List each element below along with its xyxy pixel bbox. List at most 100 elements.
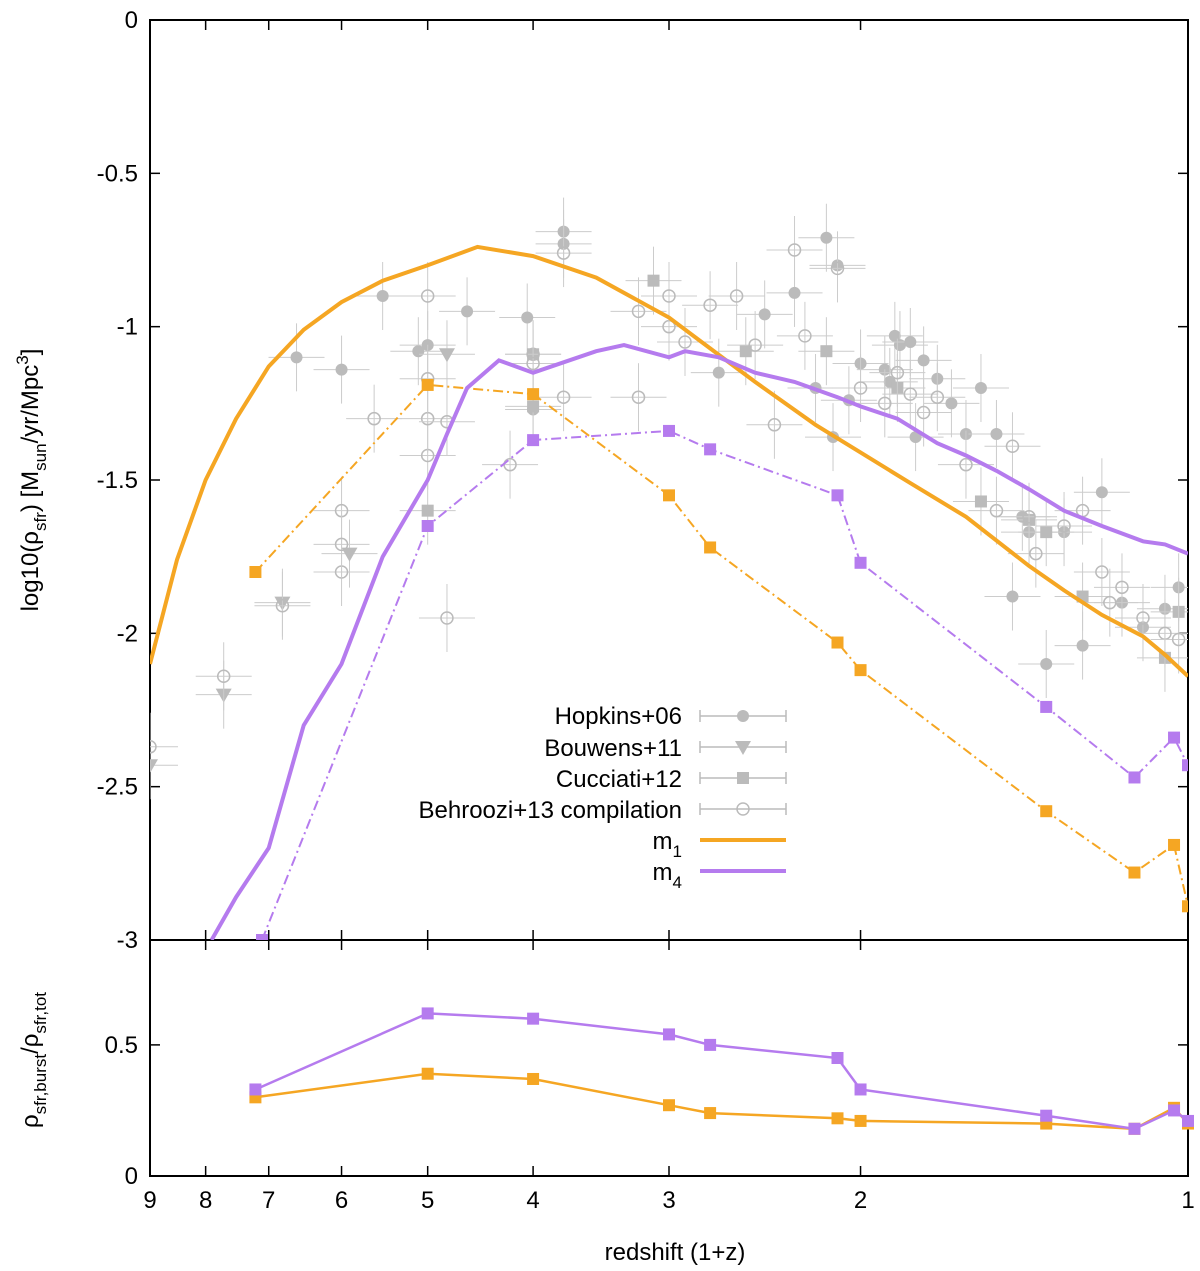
model-bursty-point xyxy=(421,378,434,391)
observation-point-3 xyxy=(1115,580,1129,595)
x-tick-label: 2 xyxy=(854,1187,867,1214)
observation-point-0 xyxy=(917,354,930,367)
bottom-y-tick-label: 0 xyxy=(125,1163,138,1190)
ratio-point xyxy=(704,1038,717,1051)
observation-point-3 xyxy=(556,246,571,260)
bottom-panel: 0 0.5 9 8 7 6 5 4 3 2 1 xyxy=(105,939,1195,1214)
observation-point-2 xyxy=(647,274,660,287)
x-tick-label: 8 xyxy=(199,1187,212,1214)
observation-point-0 xyxy=(1095,486,1108,499)
observation-point-0 xyxy=(974,382,987,394)
observation-point-3 xyxy=(367,411,381,426)
ratio-point xyxy=(854,1114,867,1127)
ratio-point xyxy=(527,1012,540,1025)
observation-point-0 xyxy=(909,431,922,444)
model-bursty-point xyxy=(704,541,717,554)
observation-point-3 xyxy=(798,329,812,343)
model-bursty-point xyxy=(663,489,675,502)
ratio-point xyxy=(831,1052,844,1064)
model-bursty-point xyxy=(1040,700,1053,713)
observation-point-3 xyxy=(1057,519,1071,533)
observation-point-3 xyxy=(1005,439,1020,454)
observation-point-3 xyxy=(767,418,782,432)
observation-point-0 xyxy=(820,231,833,244)
ratio-point xyxy=(854,1083,867,1096)
top-y-tick-label: -0.5 xyxy=(97,160,138,187)
legend-label-behroozi: Behroozi+13 compilation xyxy=(419,797,683,824)
ratio-point xyxy=(1040,1109,1053,1122)
x-tick-label: 5 xyxy=(421,1187,434,1214)
observation-point-3 xyxy=(878,396,892,411)
x-tick-label: 9 xyxy=(143,1187,156,1214)
top-y-tick-label: -2.5 xyxy=(97,774,138,801)
model-bursty-point xyxy=(527,434,540,447)
ratio-point xyxy=(421,1007,434,1020)
observation-point-3 xyxy=(631,304,646,319)
ratio-point xyxy=(421,1067,434,1080)
observation-point-1 xyxy=(341,547,358,562)
bottom-y-axis-label: ρsfr,burst/ρsfr,tot xyxy=(17,992,50,1128)
x-tick-label: 4 xyxy=(526,1187,539,1214)
model-bursty-point xyxy=(527,388,540,401)
top-y-tick-label: -2 xyxy=(117,620,138,647)
observation-point-2 xyxy=(1040,526,1053,539)
observation-point-3 xyxy=(150,740,157,754)
x-tick-label: 3 xyxy=(662,1187,675,1214)
observation-point-0 xyxy=(904,336,917,348)
model-bursty-point xyxy=(1128,771,1141,784)
model-bursty-point xyxy=(854,664,867,677)
model-bursty-point xyxy=(1040,805,1053,818)
observation-point-0 xyxy=(712,366,725,379)
ratio-point xyxy=(663,1028,675,1041)
observation-point-3 xyxy=(420,289,435,303)
ratio-point xyxy=(1182,1114,1194,1127)
model-bursty-point xyxy=(831,489,844,502)
observation-point-3 xyxy=(662,289,676,303)
observation-point-3 xyxy=(275,598,290,613)
observation-point-0 xyxy=(1040,658,1053,670)
observation-point-3 xyxy=(631,390,646,404)
top-y-tick-label: -3 xyxy=(117,927,138,954)
model-bursty-line-m_4 xyxy=(261,429,1188,940)
model-bursty-point xyxy=(854,556,867,569)
observation-point-0 xyxy=(990,428,1003,440)
bottom-y-tick-label: 0.5 xyxy=(105,1032,138,1059)
model-bursty-point xyxy=(256,934,269,940)
top-y-axis-label: log10(ρsfr) [Msun/yr/Mpc3] xyxy=(13,349,50,612)
ratio-point xyxy=(1128,1122,1141,1135)
observation-point-3 xyxy=(903,387,918,401)
observation-point-3 xyxy=(916,405,931,420)
model-bursty-line-m_1 xyxy=(254,383,1188,907)
legend: Hopkins+06 Bouwens+11 Cucciati+12 Behroo… xyxy=(419,703,787,892)
model-bursty-point xyxy=(1168,838,1181,851)
top-y-tick-label: -1.5 xyxy=(97,467,138,494)
observation-point-0 xyxy=(758,308,771,321)
legend-label-hopkins: Hopkins+06 xyxy=(555,703,682,730)
x-tick-label: 1 xyxy=(1181,1187,1194,1214)
observation-point-3 xyxy=(440,611,454,625)
observation-point-0 xyxy=(945,397,958,410)
observation-point-3 xyxy=(1029,546,1043,561)
observation-point-0 xyxy=(788,286,801,299)
observation-point-2 xyxy=(974,495,987,508)
ratio-point xyxy=(663,1099,675,1112)
legend-label-m1: m1 xyxy=(653,828,682,861)
model-bursty-point xyxy=(1182,900,1188,913)
top-y-tick-label: -1 xyxy=(117,314,138,341)
ratio-point xyxy=(527,1072,540,1085)
ratio-point xyxy=(704,1107,717,1120)
observation-point-0 xyxy=(376,290,389,302)
ratio-point xyxy=(249,1083,262,1096)
legend-label-bouwens: Bouwens+11 xyxy=(544,735,682,762)
observation-point-2 xyxy=(820,345,833,358)
observation-point-3 xyxy=(1095,565,1109,579)
observation-point-0 xyxy=(461,305,474,318)
observation-point-0 xyxy=(1006,590,1019,603)
observation-point-3 xyxy=(1171,632,1186,647)
model-bursty-point xyxy=(704,443,717,456)
observation-point-3 xyxy=(853,381,868,395)
observation-point-3 xyxy=(748,338,762,352)
model-line-m_4 xyxy=(209,343,1188,940)
model-bursty-point xyxy=(421,520,434,532)
